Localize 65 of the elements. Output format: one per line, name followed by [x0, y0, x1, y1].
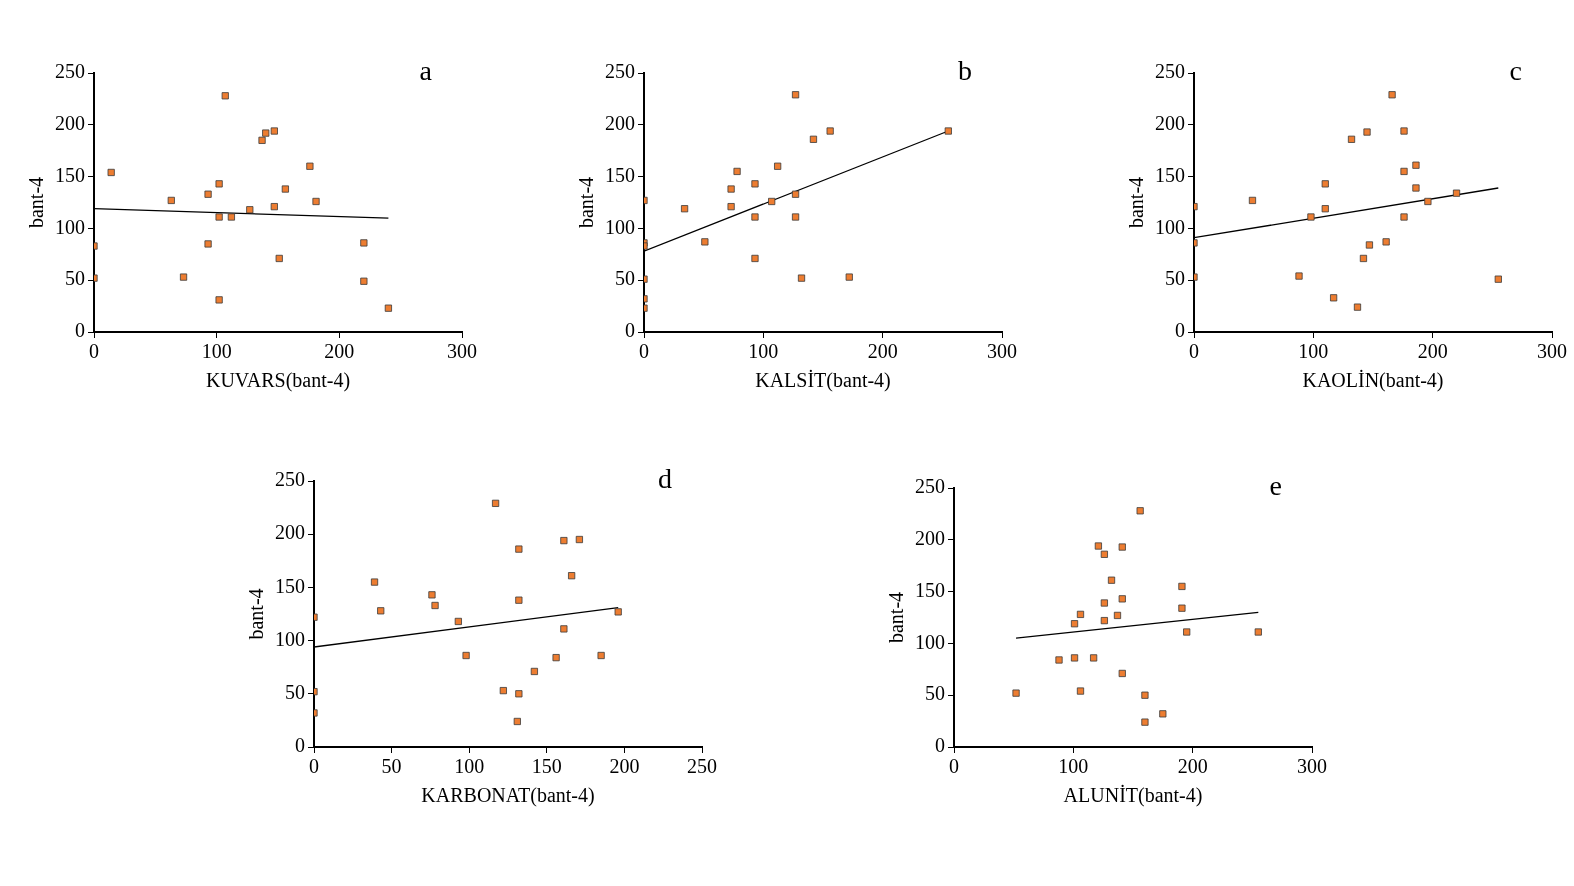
y-tick-label: 100	[275, 627, 305, 650]
y-tick-label: 100	[1155, 215, 1185, 238]
y-tick-label: 150	[915, 578, 945, 601]
x-axis-title: KAOLİN(bant-4)	[1302, 369, 1444, 393]
x-tick-label: 200	[867, 340, 898, 363]
x-tick-label: 300	[447, 340, 477, 363]
x-tick-label: 100	[1058, 755, 1089, 778]
x-tick-label: 0	[949, 755, 959, 778]
y-tick-label: 0	[295, 734, 305, 757]
y-tick-label: 250	[1155, 60, 1185, 83]
y-tick-label: 250	[275, 468, 305, 491]
y-axis-title: bant-4	[885, 591, 908, 644]
x-axis-title: KARBONAT(bant-4)	[421, 784, 595, 808]
y-axis-title: bant-4	[25, 176, 48, 229]
y-axis-title: bant-4	[245, 588, 268, 640]
y-tick-label: 150	[1155, 163, 1185, 186]
y-tick-label: 150	[605, 163, 635, 186]
x-tick-label: 0	[89, 340, 99, 363]
y-tick-label: 50	[65, 267, 85, 290]
y-tick-label: 0	[625, 319, 635, 342]
y-tick-label: 200	[915, 527, 945, 550]
x-tick-label: 300	[1297, 755, 1327, 778]
y-tick-label: 100	[55, 215, 85, 238]
x-tick-label: 100	[748, 340, 779, 363]
x-tick-label: 200	[324, 340, 355, 363]
y-tick-label: 200	[1155, 112, 1185, 135]
y-tick-label: 150	[55, 163, 85, 186]
y-tick-label: 50	[1165, 267, 1185, 290]
y-tick-label: 200	[275, 521, 305, 544]
annotation: c	[1509, 55, 1522, 87]
annotation: a	[419, 55, 433, 87]
y-tick-label: 50	[615, 267, 635, 290]
y-tick-label: 250	[605, 60, 635, 83]
x-tick-label: 200	[1417, 340, 1448, 363]
y-tick-label: 100	[605, 215, 635, 238]
x-tick-label: 300	[987, 340, 1017, 363]
x-axis-title: KUVARS(bant-4)	[205, 369, 351, 393]
y-tick-label: 150	[275, 574, 305, 597]
x-axis-title: KALSİT(bant-4)	[755, 369, 891, 393]
annotation: b	[958, 55, 972, 87]
y-tick-label: 0	[75, 319, 85, 342]
annotation: e	[1269, 470, 1282, 502]
x-tick-label: 50	[381, 755, 402, 778]
y-tick-label: 250	[915, 475, 945, 498]
x-tick-label: 100	[1298, 340, 1329, 363]
x-tick-label: 250	[687, 755, 717, 778]
y-tick-label: 50	[925, 682, 945, 705]
y-tick-label: 0	[935, 734, 945, 757]
y-tick-label: 0	[1175, 319, 1185, 342]
x-tick-label: 100	[201, 340, 232, 363]
x-axis-title: ALUNİT(bant-4)	[1063, 784, 1203, 808]
y-tick-label: 100	[915, 630, 945, 653]
y-tick-label: 250	[55, 60, 85, 83]
x-tick-label: 300	[1537, 340, 1567, 363]
annotation: d	[658, 463, 672, 495]
y-tick-label: 200	[605, 112, 635, 135]
y-axis-title: bant-4	[575, 176, 598, 229]
x-tick-label: 100	[454, 755, 485, 778]
y-tick-label: 200	[55, 112, 85, 135]
y-axis-title: bant-4	[1125, 176, 1148, 229]
x-tick-label: 0	[309, 755, 319, 778]
y-tick-label: 50	[285, 681, 305, 704]
x-tick-label: 150	[531, 755, 562, 778]
x-tick-label: 0	[639, 340, 649, 363]
x-tick-label: 0	[1189, 340, 1199, 363]
